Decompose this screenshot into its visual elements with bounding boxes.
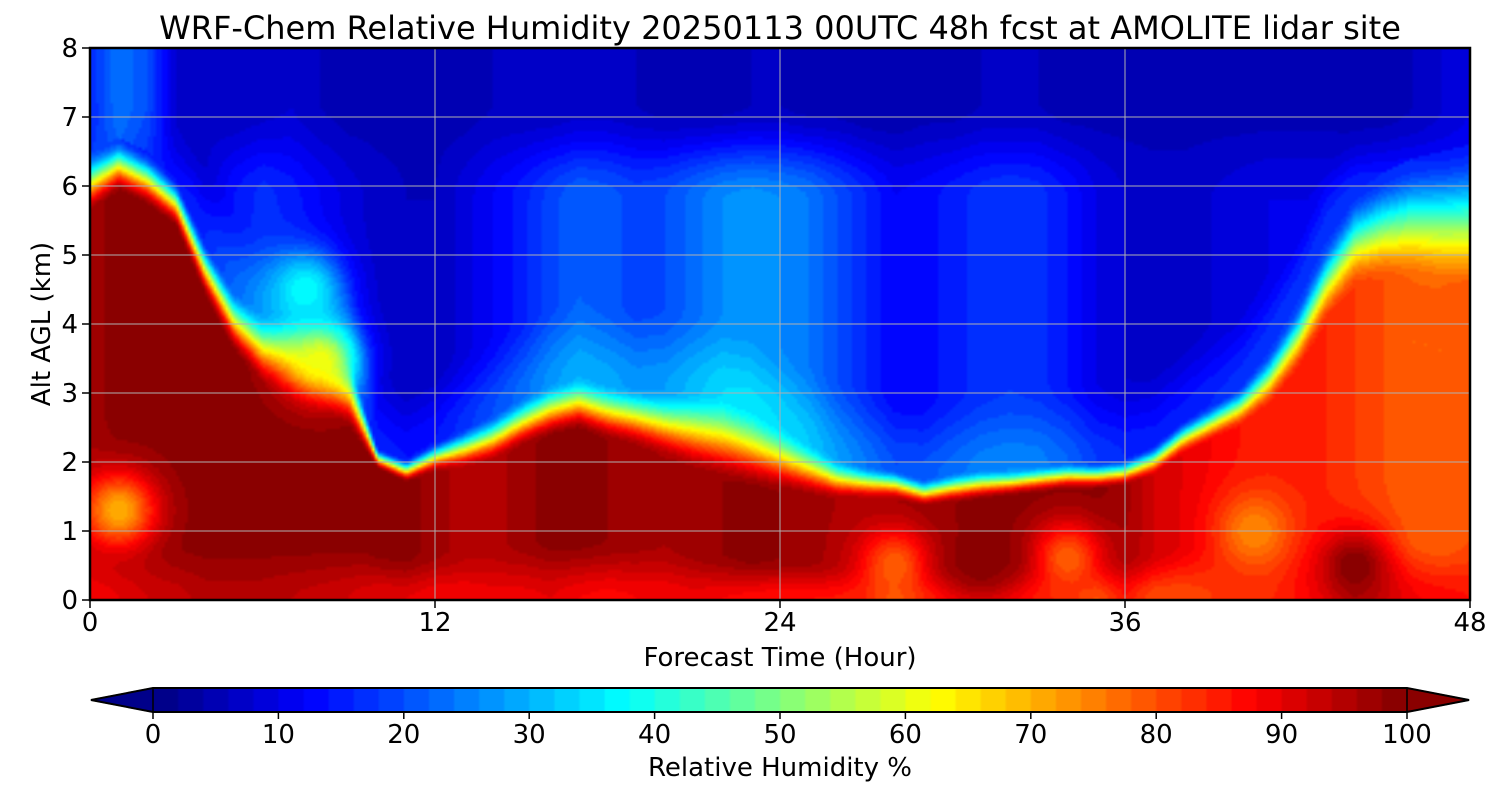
plot-area [88, 46, 1472, 602]
x-axis-label: Forecast Time (Hour) [643, 643, 916, 673]
colorbar-label: Relative Humidity % [648, 753, 912, 783]
colorbar-tick-label: 90 [1265, 720, 1298, 750]
chart-title: WRF-Chem Relative Humidity 20250113 00UT… [159, 9, 1401, 47]
colorbar-tick-label: 40 [638, 720, 671, 750]
x-tick-label: 24 [763, 608, 796, 638]
y-tick-label: 4 [61, 310, 78, 340]
colorbar-tick-label: 80 [1140, 720, 1173, 750]
colorbar-ticks: 0 10 20 30 40 50 60 70 80 90 100 [145, 712, 1432, 750]
colorbar-tick-label: 70 [1014, 720, 1047, 750]
colorbar-tick-label: 60 [889, 720, 922, 750]
x-tick-label: 48 [1453, 608, 1486, 638]
colorbar-tick-label: 20 [387, 720, 420, 750]
y-tick-label: 7 [61, 103, 78, 133]
y-tick-label: 5 [61, 241, 78, 271]
colorbar-tick-label: 30 [513, 720, 546, 750]
x-axis: 0 12 24 36 48 [82, 600, 1487, 638]
y-tick-label: 8 [61, 34, 78, 64]
colorbar-tick-label: 100 [1382, 720, 1432, 750]
x-tick-label: 0 [82, 608, 99, 638]
grid-lines [90, 48, 1470, 600]
colorbar-gradient [153, 688, 1407, 712]
y-tick-label: 1 [61, 517, 78, 547]
y-tick-label: 6 [61, 172, 78, 202]
y-axis-label: Alt AGL (km) [27, 242, 57, 406]
x-tick-label: 36 [1108, 608, 1141, 638]
colorbar-extend-low-arrow [90, 687, 154, 713]
colorbar-tick-label: 50 [763, 720, 796, 750]
colorbar-tick-label: 0 [145, 720, 162, 750]
colorbar-tick-label: 10 [262, 720, 295, 750]
colorbar-extend-high-arrow [1406, 687, 1470, 713]
y-tick-label: 2 [61, 448, 78, 478]
colorbar: 0 10 20 30 40 50 60 70 80 90 100 [90, 687, 1470, 750]
x-tick-label: 12 [418, 608, 451, 638]
y-tick-label: 3 [61, 379, 78, 409]
y-tick-label: 0 [61, 586, 78, 616]
y-axis: 0 1 2 3 4 5 6 7 8 [61, 34, 90, 616]
